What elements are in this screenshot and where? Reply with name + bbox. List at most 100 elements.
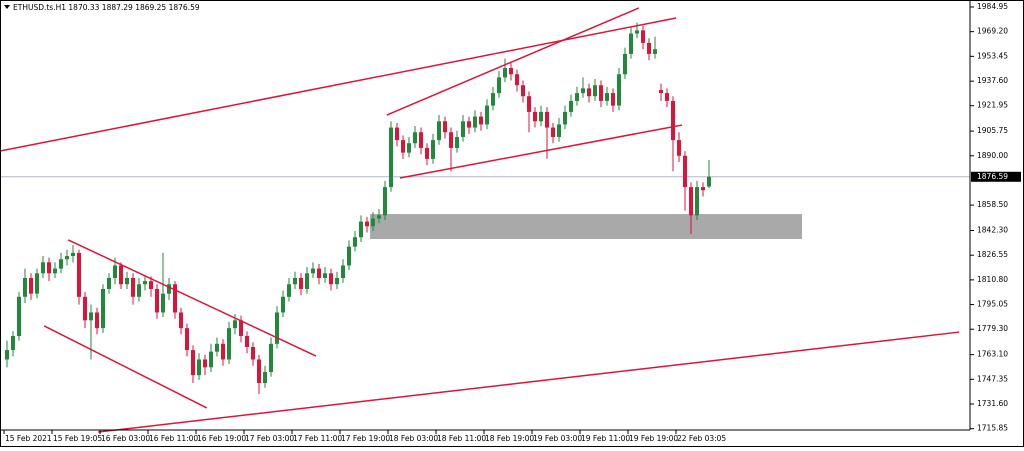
candle-body <box>521 85 525 97</box>
candle-body <box>545 111 549 128</box>
y-tick-label: 1905.75 <box>977 126 1008 135</box>
candle-body <box>371 218 375 227</box>
candle-body <box>245 335 249 347</box>
candle-body <box>365 221 369 227</box>
candle-body <box>5 350 9 360</box>
trendline <box>98 331 960 433</box>
candle-body <box>593 85 597 97</box>
trendline <box>43 325 208 409</box>
candle-body <box>641 30 645 43</box>
candle-body <box>575 93 579 101</box>
candle-body <box>617 74 621 106</box>
candle-body <box>461 121 465 137</box>
candle-body <box>401 140 405 153</box>
candle-body <box>149 281 153 289</box>
y-tick-label: 1731.60 <box>977 399 1008 408</box>
chart-title: ETHUSD.ts.H1 1870.33 1887.29 1869.25 187… <box>13 3 200 12</box>
candle-body <box>107 277 111 289</box>
x-tick-label: 16 Feb 19:00 <box>197 434 246 443</box>
candle-body <box>629 33 633 54</box>
candle-body <box>23 277 27 297</box>
candle-body <box>215 343 219 352</box>
y-tick-label: 1747.35 <box>977 374 1008 383</box>
candle-body <box>269 343 273 373</box>
candle-body <box>191 350 195 376</box>
x-tick-label: 19 Feb 03:00 <box>533 434 582 443</box>
candle-body <box>197 359 201 376</box>
y-tick-label: 1826.55 <box>977 250 1008 259</box>
y-tick-label: 1984.95 <box>977 2 1008 11</box>
candle-body <box>443 121 447 133</box>
candle-body <box>71 252 75 257</box>
candle-body <box>209 351 213 368</box>
candle-body <box>491 93 495 106</box>
candle-body <box>413 132 417 144</box>
candle-body <box>485 105 489 125</box>
candle-body <box>233 320 237 329</box>
y-tick-label: 1763.10 <box>977 350 1008 359</box>
candle-body <box>47 262 51 274</box>
candle-body <box>437 121 441 141</box>
candle-body <box>605 93 609 101</box>
candle-body <box>53 268 57 274</box>
candle-body <box>125 277 129 285</box>
candle-body <box>599 85 603 101</box>
x-tick-label: 19 Feb 11:00 <box>581 434 630 443</box>
candle-body <box>497 77 501 94</box>
y-tick-label: 1890.00 <box>977 151 1008 160</box>
candle-body <box>557 124 561 137</box>
candle-body <box>95 312 99 329</box>
trendline <box>67 239 317 357</box>
candle-body <box>203 359 207 368</box>
y-tick-label: 1953.45 <box>977 51 1008 60</box>
candle-body <box>143 281 147 285</box>
candle-body <box>293 277 297 285</box>
x-tick-label: 22 Feb 03:05 <box>677 434 726 443</box>
candle-body <box>335 277 339 285</box>
y-tick-label: 1810.80 <box>977 275 1008 284</box>
x-tick-label: 16 Feb 11:00 <box>149 434 198 443</box>
candle-body <box>701 187 705 191</box>
candle-body <box>287 284 291 297</box>
candle-body <box>455 136 459 148</box>
candle-body <box>587 88 591 97</box>
candle-body <box>503 68 507 78</box>
candle-body <box>329 273 333 285</box>
candle-body <box>77 252 81 297</box>
y-tick-label: 1858.50 <box>977 200 1008 209</box>
candle-body <box>257 359 261 383</box>
candle-body <box>407 143 411 153</box>
y-tick-label: 1969.20 <box>977 27 1008 36</box>
candle-body <box>11 335 15 351</box>
x-tick-label: 17 Feb 19:00 <box>341 434 390 443</box>
candle-body <box>65 256 69 260</box>
candle-body <box>305 273 309 289</box>
candle-body <box>227 328 231 360</box>
candle-body <box>185 328 189 351</box>
candle-body <box>611 93 615 106</box>
candle-body <box>173 284 177 313</box>
candle-body <box>299 277 303 289</box>
candle-body <box>527 96 531 112</box>
support-zone <box>370 214 802 239</box>
y-tick-label: 1842.30 <box>977 226 1008 235</box>
x-tick-label: 17 Feb 11:00 <box>293 434 342 443</box>
candle-body <box>659 89 663 94</box>
candle-body <box>101 288 105 329</box>
candle-body <box>515 74 519 86</box>
candle-body <box>377 215 381 219</box>
x-tick-label: 19 Feb 19:00 <box>629 434 678 443</box>
current-price-label: 1876.59 <box>977 172 1008 181</box>
candle-body <box>89 312 93 321</box>
candle-body <box>689 187 693 216</box>
candle-body <box>131 277 135 297</box>
candle-body <box>653 49 657 54</box>
candle-body <box>677 140 681 156</box>
candle-body <box>623 53 627 75</box>
y-tick-label: 1795.05 <box>977 300 1008 309</box>
candle-body <box>17 296 21 336</box>
candle-body <box>347 246 351 266</box>
candle-body <box>635 30 639 34</box>
candle-body <box>179 312 183 329</box>
candle-body <box>581 88 585 94</box>
